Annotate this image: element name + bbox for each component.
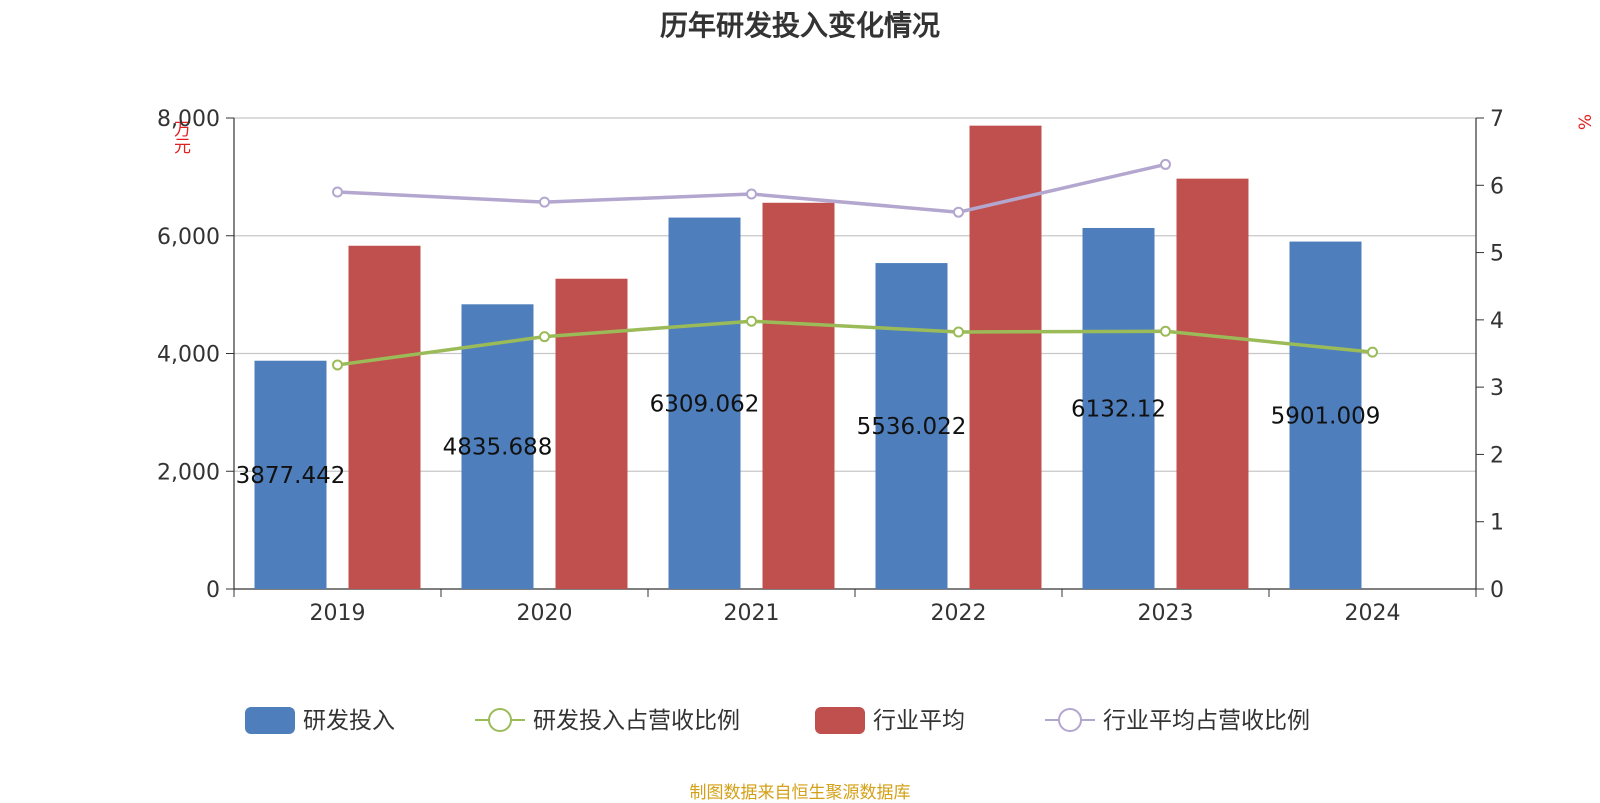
bar-rd-label: 6132.12 (1071, 396, 1166, 422)
legend-label: 行业平均占营收比例 (1103, 708, 1310, 734)
legend-swatch-marker (488, 708, 512, 732)
legend-label: 研发投入 (303, 708, 395, 734)
bar-industry-2023 (1176, 178, 1249, 590)
legend-swatch-marker (1058, 708, 1082, 732)
y-left-tick-label: 4,000 (157, 343, 220, 368)
bar-rd-2021 (668, 217, 741, 590)
grid-lines (234, 117, 1476, 472)
legend-swatch-bar (245, 707, 295, 734)
legend-item[interactable]: 研发投入 (245, 707, 395, 734)
industry-ratio-point (953, 206, 964, 218)
y-right-tick-label: 4 (1490, 309, 1504, 334)
data-labels: 3877.442 4835.688 6309.062 5536.022 6132.12 5… (236, 391, 1381, 489)
y-right-tick-label: 7 (1490, 107, 1504, 132)
bar-industry-2020 (555, 278, 628, 589)
y-left-tick-label: 6,000 (157, 225, 220, 250)
y-right-tick-label: 3 (1490, 376, 1504, 401)
bar-rd-label: 6309.062 (650, 391, 760, 417)
bar-rd-2019 (254, 360, 327, 589)
bars (254, 125, 1362, 590)
source-footer: 制图数据来自恒生聚源数据库 (689, 783, 911, 803)
x-tick-label: 2019 (310, 601, 366, 626)
legend-item[interactable]: 行业平均占营收比例 (1045, 708, 1310, 734)
bar-rd-label: 5901.009 (1271, 403, 1381, 429)
bar-rd-2020 (461, 304, 534, 589)
legend-item[interactable]: 研发投入占营收比例 (475, 708, 740, 734)
rd-ratio-point (539, 331, 550, 343)
bar-rd-2023 (1082, 227, 1155, 589)
bar-rd-label: 4835.688 (443, 435, 553, 461)
rd-ratio-point (1160, 325, 1171, 337)
x-tick-label: 2024 (1345, 601, 1401, 626)
bar-rd-2024 (1289, 241, 1362, 589)
y-left-tick-label: 8,000 (157, 107, 220, 132)
rd-ratio-point (746, 315, 757, 327)
legend-swatch-bar (815, 707, 865, 734)
chart-title: 历年研发投入变化情况 (659, 9, 940, 42)
legend[interactable]: 研发投入 研发投入占营收比例 行业平均 行业平均占营收比例 (245, 707, 1310, 734)
y-right-tick-label: 2 (1490, 443, 1504, 468)
left-axis-unit: 万元 (170, 120, 190, 154)
industry-ratio-point (539, 196, 550, 208)
bar-industry-2021 (762, 202, 835, 589)
x-tick-label: 2023 (1138, 601, 1194, 626)
lines (332, 158, 1378, 371)
y-right-tick-label: 0 (1490, 578, 1504, 603)
industry-ratio-point (746, 188, 757, 200)
legend-item[interactable]: 行业平均 (815, 707, 965, 734)
rd-ratio-point (953, 326, 964, 338)
bar-rd-label: 5536.022 (857, 414, 967, 440)
y-right-tick-label: 5 (1490, 242, 1504, 267)
axes: 0 2,000 4,000 6,000 8,000 0 1 2 3 4 5 6 7 2019 2020 202… (157, 107, 1504, 626)
x-tick-label: 2020 (517, 601, 573, 626)
y-left-tick-label: 2,000 (157, 460, 220, 485)
y-right-tick-label: 1 (1490, 511, 1504, 536)
rd-ratio-line (337, 319, 1373, 367)
legend-label: 研发投入占营收比例 (533, 708, 740, 734)
bar-rd-2022 (875, 263, 948, 589)
rd-ratio-point (332, 359, 343, 371)
bar-industry-2019 (348, 245, 421, 590)
x-tick-label: 2022 (931, 601, 987, 626)
industry-ratio-point (332, 186, 343, 198)
legend-label: 行业平均 (873, 708, 965, 734)
rd-ratio-point (1367, 346, 1378, 358)
y-right-tick-label: 6 (1490, 174, 1504, 199)
x-tick-label: 2021 (724, 601, 780, 626)
y-left-tick-label: 0 (206, 578, 220, 603)
industry-ratio-point (1160, 158, 1171, 170)
bar-rd-label: 3877.442 (236, 463, 346, 489)
